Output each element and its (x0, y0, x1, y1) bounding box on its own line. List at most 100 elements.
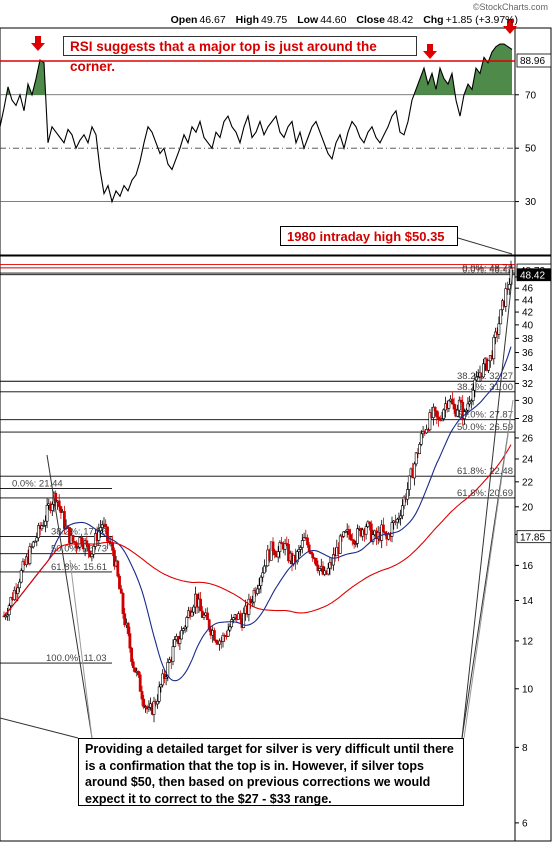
candle-body (21, 561, 25, 571)
candle-body (428, 412, 432, 431)
candle-body (12, 589, 16, 600)
candle-body (76, 546, 80, 549)
red-arrow-icon (423, 44, 437, 59)
candle-body (316, 564, 320, 571)
candle-body (283, 543, 287, 550)
candle-body (181, 628, 185, 631)
candle-body (147, 707, 151, 710)
candle-body (33, 540, 37, 543)
candle-body (173, 639, 177, 647)
candle-body (221, 634, 225, 642)
fib-label: 61.8%: 20.69 (457, 488, 513, 499)
candle-body (504, 288, 508, 307)
rsi-frame (0, 27, 552, 256)
candle-body (133, 667, 137, 673)
candle-body (407, 475, 411, 490)
candle-body (121, 592, 125, 614)
low-label: Low (297, 14, 319, 26)
candle-body (213, 630, 216, 641)
candle-body (40, 525, 44, 530)
candle-body (418, 443, 422, 454)
fib-label: 61.8%: 22.48 (457, 466, 513, 477)
candle-body (342, 531, 346, 537)
price-tick-label: 14 (522, 596, 534, 607)
candle-body (166, 662, 170, 678)
candle-body (43, 520, 47, 526)
chg-label: Chg (423, 14, 444, 26)
candle-body (90, 553, 94, 557)
candle-body (100, 524, 104, 528)
candle-body (352, 539, 356, 545)
candle-body (262, 565, 266, 574)
candle-body (326, 567, 330, 575)
candle-body (471, 389, 475, 402)
candle-body (171, 646, 175, 662)
fib-label: 100.0%: 11.03 (46, 653, 107, 664)
fib-label: 38.2%: 32.27 (457, 371, 513, 382)
candle-body (476, 376, 480, 379)
candle-body (497, 323, 501, 335)
candle-body (433, 406, 437, 412)
candle-body (218, 640, 222, 645)
candle-body (206, 612, 209, 621)
price-tick-label: 20 (522, 502, 534, 513)
high-value: 49.75 (260, 14, 288, 26)
price-tick-label: 28 (522, 414, 534, 425)
candle-body (200, 610, 204, 618)
candle-body (507, 284, 511, 290)
candle-body (399, 515, 403, 519)
fib-label: 0.0%: 48.73 (462, 263, 513, 274)
rsi-tick-label: 70 (525, 90, 537, 101)
candle-body (475, 376, 478, 381)
rsi-current-box (516, 53, 552, 68)
candle-body (118, 575, 121, 590)
candle-body (138, 674, 142, 692)
candle-body (466, 403, 470, 411)
candle-body (278, 542, 282, 552)
candle-body (461, 401, 465, 420)
candle-body (400, 505, 404, 517)
candle-body (487, 360, 491, 371)
candle-body (116, 560, 120, 577)
candle-body (464, 409, 468, 412)
candle-body (252, 590, 256, 603)
candle-body (469, 400, 473, 403)
candle-body (142, 698, 146, 708)
candle-body (311, 553, 315, 559)
candle-body (247, 598, 251, 615)
candle-body (302, 537, 306, 541)
close-value: 48.42 (386, 14, 414, 26)
candle-body (481, 363, 485, 378)
candle-body (473, 379, 477, 391)
candle-body (343, 530, 347, 533)
candle-body (156, 700, 159, 705)
candle-body (397, 517, 401, 520)
candle-body (450, 398, 454, 405)
candle-body (366, 521, 370, 528)
low-value: 44.60 (320, 14, 347, 26)
price-value-label: 48.42 (520, 271, 545, 282)
candle-body (256, 588, 259, 594)
price-tick-label: 22 (522, 477, 534, 488)
candle-body (126, 622, 130, 634)
chg-value: +1.85 (+3.97%) (445, 14, 518, 26)
candle-body (447, 400, 451, 409)
candle-body (128, 633, 132, 649)
fib-label: 50.0%: 26.59 (457, 422, 513, 433)
candle-body (494, 331, 497, 338)
candle-body (238, 613, 242, 619)
candle-body (402, 496, 406, 507)
candle-body (71, 534, 75, 542)
candle-body (368, 521, 372, 525)
candle-body (456, 409, 459, 417)
open-label: Open (170, 14, 198, 26)
price-tick-label: 38 (522, 334, 534, 345)
candle-body (50, 504, 54, 511)
high-label: High (235, 14, 259, 26)
candle-body (442, 409, 446, 419)
rsi-current-label: 88.96 (520, 56, 545, 67)
price-tick-label: 46 (522, 284, 534, 295)
candle-body (59, 506, 63, 513)
candle-body (297, 549, 301, 553)
brand-watermark: ©StockCharts.com (472, 2, 548, 12)
